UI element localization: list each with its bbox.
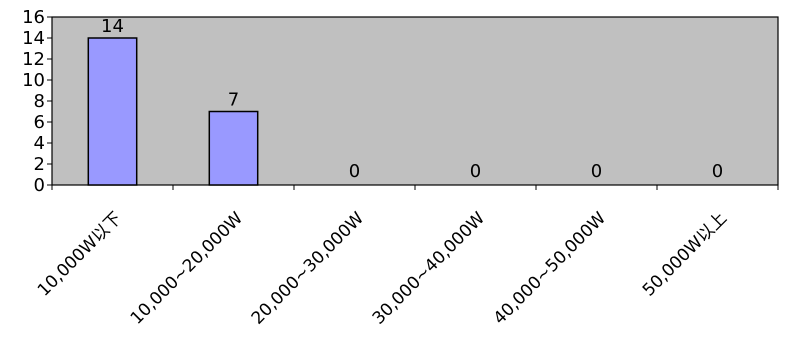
category-label-5: 40,000~50,000W [490, 208, 610, 328]
y-tick-label: 16 [22, 7, 45, 28]
category-label-3: 20,000~30,000W [248, 208, 368, 328]
y-tick-label: 10 [22, 70, 45, 91]
category-label-1: 10,000W以下 [34, 208, 126, 300]
data-label-2: 7 [228, 90, 239, 111]
data-label-4: 0 [470, 161, 481, 182]
y-tick-label: 0 [34, 175, 45, 196]
y-tick-label: 8 [34, 91, 45, 112]
data-label-5: 0 [591, 161, 602, 182]
category-label-4: 30,000~40,000W [369, 208, 489, 328]
data-label-6: 0 [712, 161, 723, 182]
data-labels-group: 14 7 0 0 0 0 [101, 16, 723, 182]
category-labels-group: 10,000W以下 10,000~20,000W 20,000~30,000W 30,… [34, 208, 731, 328]
data-label-3: 0 [349, 161, 360, 182]
bar-2 [208, 110, 259, 186]
bar-1 [87, 37, 138, 186]
y-tick-label: 12 [22, 49, 45, 70]
bars-group [87, 37, 259, 186]
plot-area [51, 16, 779, 186]
y-tick-label: 6 [34, 112, 45, 133]
category-label-6: 50,000W以上 [639, 208, 731, 300]
data-label-1: 14 [101, 16, 124, 37]
y-tick-label: 14 [22, 28, 45, 49]
y-tick-label: 4 [34, 133, 45, 154]
y-tick-label: 2 [34, 154, 45, 175]
x-axis [51, 185, 779, 190]
category-label-2: 10,000~20,000W [127, 208, 247, 328]
